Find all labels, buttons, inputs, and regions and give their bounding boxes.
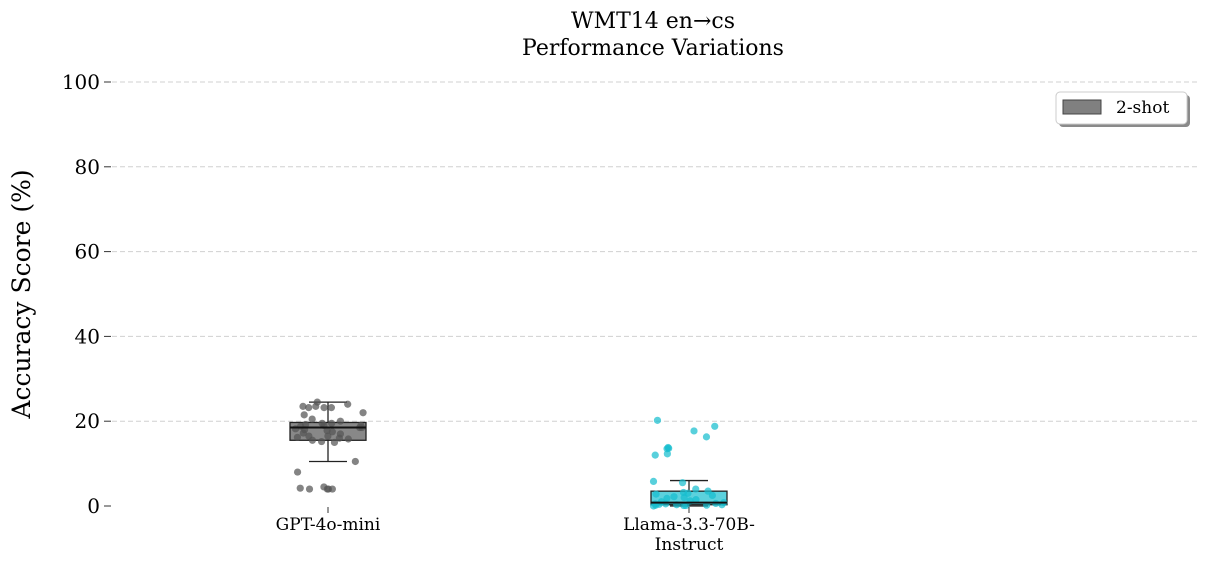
data-point-0-36 <box>327 404 335 412</box>
data-point-0-6 <box>293 468 302 476</box>
data-point-0-40 <box>313 398 321 406</box>
data-point-0-5 <box>324 485 333 493</box>
data-point-1-14 <box>692 496 700 504</box>
data-point-0-3 <box>305 485 314 493</box>
data-point-0-13 <box>293 433 302 441</box>
chart-title-line-2: Performance Variations <box>522 36 784 61</box>
data-point-0-14 <box>324 432 332 440</box>
x-tick-label-1-line-0: Llama-3.3-70B- <box>623 515 755 535</box>
x-tick-label-0-line-0: GPT-4o-mini <box>276 515 381 535</box>
data-point-0-7 <box>351 457 359 466</box>
y-axis-label: Accuracy Score (%) <box>7 169 36 419</box>
data-point-1-23 <box>692 485 700 493</box>
data-point-1-2 <box>682 501 690 510</box>
data-point-0-38 <box>299 402 307 410</box>
x-axis-ticks: GPT-4o-mini Llama-3.3-70B-Instruct <box>276 507 755 555</box>
data-point-1-25 <box>649 477 658 486</box>
data-point-0-27 <box>301 420 310 429</box>
legend: 2-shot <box>1055 91 1190 127</box>
data-point-0-33 <box>359 409 367 417</box>
data-point-1-8 <box>651 500 659 508</box>
y-tick-label-80: 80 <box>75 155 100 179</box>
y-tick-label-0: 0 <box>87 494 100 518</box>
data-point-0-30 <box>336 417 345 425</box>
data-point-0-35 <box>305 404 313 412</box>
data-point-0-39 <box>344 400 352 408</box>
data-point-0-8 <box>330 438 339 446</box>
data-point-1-32 <box>690 427 698 435</box>
data-point-0-34 <box>320 404 328 412</box>
data-point-0-16 <box>336 430 345 438</box>
legend-swatch-2-shot <box>1062 99 1102 115</box>
data-point-1-17 <box>670 493 678 501</box>
box-series <box>289 398 728 510</box>
grid-lines <box>112 81 1197 422</box>
data-point-0-32 <box>300 411 308 419</box>
data-point-1-33 <box>711 422 719 430</box>
data-point-0-15 <box>305 432 313 440</box>
data-point-0-31 <box>308 415 316 423</box>
data-point-1-26 <box>651 451 659 459</box>
data-point-0-29 <box>328 419 336 427</box>
data-point-1-19 <box>652 490 660 498</box>
x-tick-label-1-line-1: Instruct <box>655 535 724 555</box>
box-group-1 <box>649 416 728 510</box>
y-tick-label-20: 20 <box>75 409 100 433</box>
y-tick-label-100: 100 <box>62 70 100 94</box>
chart-title-line-1: WMT14 en→cs <box>571 9 735 34</box>
data-point-1-34 <box>653 416 662 424</box>
legend-label-2-shot: 2-shot <box>1116 98 1169 118</box>
data-point-0-9 <box>317 437 326 446</box>
box-group-0 <box>289 398 367 493</box>
data-point-1-21 <box>679 488 688 497</box>
y-tick-label-60: 60 <box>75 240 100 264</box>
y-axis-ticks: 0 20 40 60 80 100 <box>62 70 111 518</box>
data-point-1-22 <box>704 487 712 495</box>
data-point-1-31 <box>702 433 711 441</box>
data-point-0-2 <box>296 484 304 492</box>
data-point-0-28 <box>318 419 326 427</box>
data-point-1-30 <box>664 443 672 452</box>
data-point-1-15 <box>663 494 671 502</box>
data-point-0-11 <box>344 435 352 443</box>
y-tick-label-40: 40 <box>75 324 100 348</box>
data-point-1-24 <box>678 479 687 487</box>
